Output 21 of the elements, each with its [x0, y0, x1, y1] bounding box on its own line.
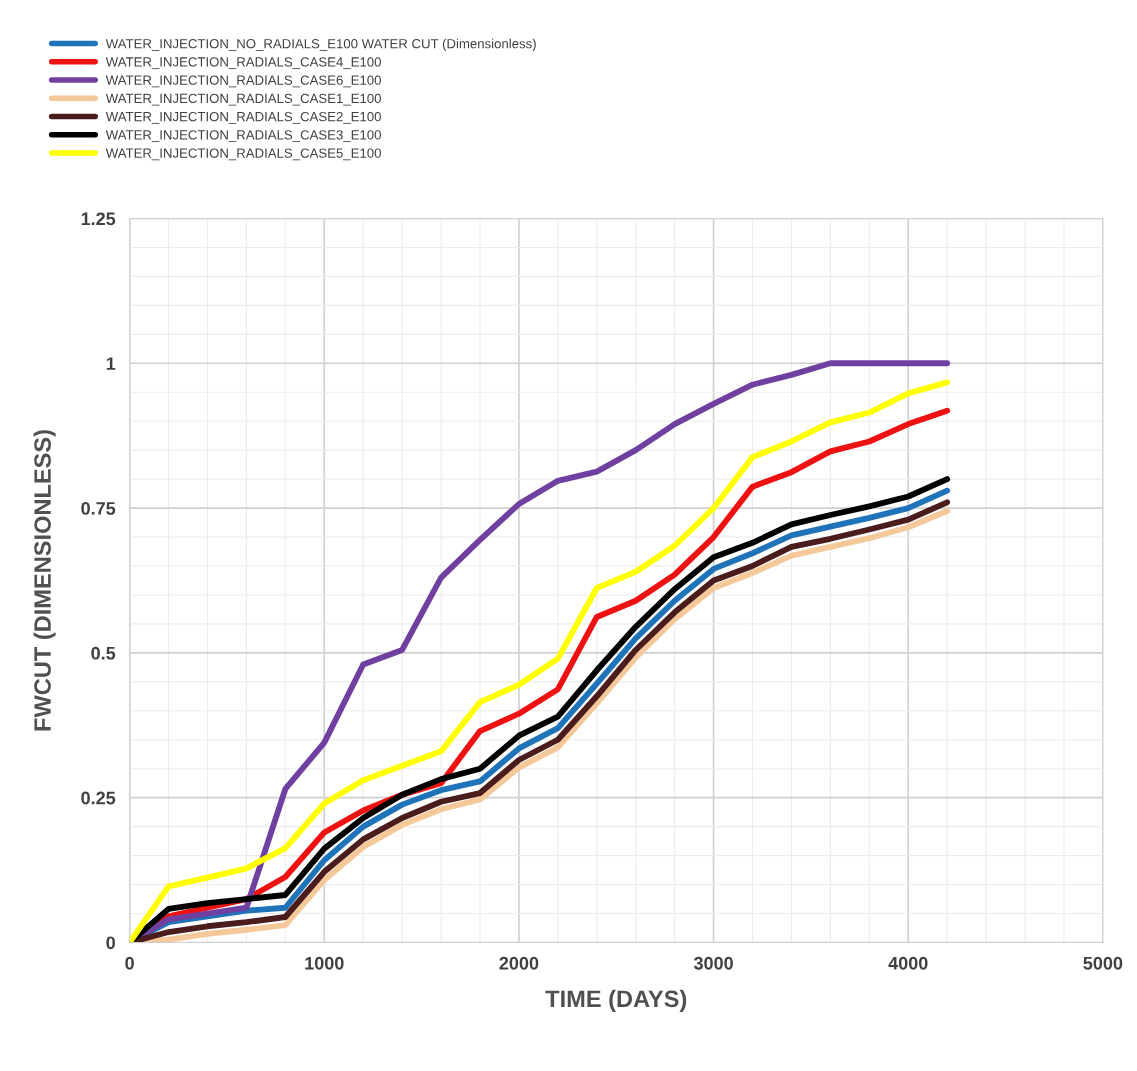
y-tick-label: 1.25	[81, 212, 116, 226]
legend-label: WATER_INJECTION_RADIALS_CASE4_E100	[105, 57, 381, 70]
y-tick-label: 0	[106, 936, 115, 950]
x-tick-label: 2000	[499, 956, 539, 970]
legend-label: WATER_INJECTION_NO_RADIALS_E100 WATER CUT (Dimensionless)	[105, 38, 536, 51]
legend-label: WATER_INJECTION_RADIALS_CASE1_E100	[105, 93, 381, 106]
y-tick-label: 0.75	[81, 502, 116, 515]
y-tick-label: 0.25	[81, 791, 116, 805]
x-tick-label: 0	[125, 956, 134, 970]
x-tick-label: 3000	[693, 956, 733, 970]
legend-label: WATER_INJECTION_RADIALS_CASE5_E100	[105, 148, 381, 161]
legend-label: WATER_INJECTION_RADIALS_CASE2_E100	[105, 111, 381, 124]
y-tick-label: 0.5	[91, 646, 116, 660]
x-tick-label: 4000	[888, 956, 928, 970]
x-axis-title: TIME (DAYS)	[545, 989, 687, 1012]
x-tick-label: 1000	[305, 956, 344, 970]
y-tick-label: 1	[106, 357, 116, 370]
x-tick-label: 5000	[1083, 956, 1123, 970]
y-axis-title: FWCUT (DIMENSIONLESS)	[33, 430, 56, 731]
legend-label: WATER_INJECTION_RADIALS_CASE6_E100	[105, 75, 381, 88]
legend-label: WATER_INJECTION_RADIALS_CASE3_E100	[105, 130, 381, 143]
